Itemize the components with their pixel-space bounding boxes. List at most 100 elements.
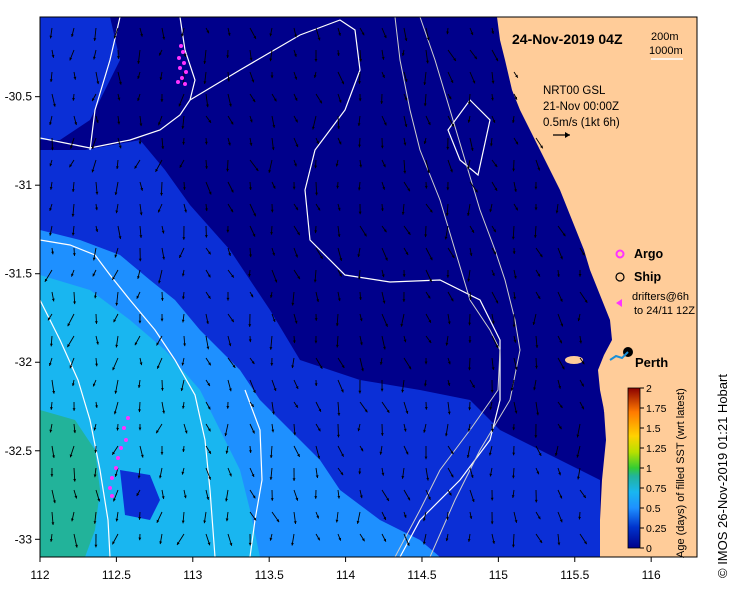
current-arrow-head xyxy=(539,254,543,258)
current-arrow-head xyxy=(471,229,474,233)
current-arrow-head xyxy=(293,432,297,436)
colorbar-tick-label: 0.25 xyxy=(646,523,667,535)
current-arrow-head xyxy=(468,340,472,343)
current-arrow-head xyxy=(470,148,474,151)
garden-island xyxy=(603,392,607,412)
current-arrow-head xyxy=(161,146,165,149)
current-arrow-head xyxy=(428,340,432,343)
current-arrow-head xyxy=(230,209,234,213)
current-arrow-head xyxy=(383,516,386,520)
current-arrow-head xyxy=(423,103,427,107)
current-arrow-head xyxy=(138,320,142,324)
current-arrow-head xyxy=(161,388,164,391)
current-arrow-head xyxy=(451,255,455,259)
current-arrow-head xyxy=(512,544,515,548)
current-arrow-head xyxy=(250,294,254,298)
current-arrow-head xyxy=(50,407,53,410)
current-arrow-head xyxy=(230,121,234,125)
current-arrow-head xyxy=(424,407,428,410)
current-arrow-head xyxy=(533,387,536,391)
current-arrow-head xyxy=(249,187,252,190)
current-arrow-head xyxy=(138,517,142,520)
current-arrow-head xyxy=(490,521,494,525)
current-arrow-head xyxy=(231,319,234,323)
current-arrow-head xyxy=(582,252,585,256)
current-arrow-head xyxy=(358,98,362,102)
current-arrow-head xyxy=(534,186,538,190)
current-arrow-head xyxy=(364,409,368,413)
x-tick-label: 113.5 xyxy=(255,568,284,582)
swan-river xyxy=(609,351,629,361)
current-arrow-head xyxy=(52,455,55,458)
current-arrow-head xyxy=(495,345,499,348)
current-arrow-head xyxy=(159,475,162,479)
current-arrow-head xyxy=(314,165,318,169)
current-arrow-head xyxy=(138,409,141,413)
current-arrow-head xyxy=(448,96,452,100)
current-arrow-head xyxy=(159,77,163,81)
current-arrow-head xyxy=(272,185,276,189)
current-arrow-head xyxy=(51,251,54,255)
current-arrow-head xyxy=(313,75,317,78)
current-arrow-head xyxy=(207,383,210,386)
colorbar: 2 1.75 1.5 1.25 1 0.75 0.5 0.25 0 Age (days) of … xyxy=(627,383,687,558)
current-arrow-head xyxy=(116,427,120,431)
current-arrow-head xyxy=(562,233,566,237)
current-arrow-head xyxy=(317,428,321,432)
current-arrow-head xyxy=(162,36,166,40)
current-arrow-head xyxy=(316,140,319,144)
current-arrow-head xyxy=(403,339,407,343)
current-arrow-head xyxy=(314,318,318,321)
current-arrow-head xyxy=(93,427,97,431)
current-arrow-head xyxy=(70,145,73,149)
current-arrow-head xyxy=(112,276,115,280)
current-arrow-head xyxy=(71,232,75,236)
sst-region-oldest xyxy=(40,410,100,557)
legend: Argo Ship drifters@6h to 24/11 12Z Perth xyxy=(615,247,695,370)
current-arrow-head xyxy=(52,390,56,394)
x-tick-label: 116 xyxy=(642,568,661,582)
isobath-label-200m: 200m xyxy=(651,31,679,43)
current-arrow-head xyxy=(255,168,259,171)
current-arrow-head xyxy=(94,544,98,548)
current-arrow-head xyxy=(53,500,56,504)
current-arrow-head xyxy=(253,35,256,39)
current-arrow-head xyxy=(291,542,294,546)
current-arrow-head xyxy=(511,236,515,240)
current-arrow-head xyxy=(92,98,95,102)
current-arrow-head xyxy=(406,542,410,546)
current-arrow-head xyxy=(208,191,212,195)
current-arrow-head xyxy=(295,497,299,501)
current-arrow-head xyxy=(67,323,71,327)
current-arrow-head xyxy=(53,103,56,107)
current-arrow-head xyxy=(74,122,78,125)
current-arrow-head xyxy=(181,362,185,366)
current-arrow-head xyxy=(383,122,387,126)
current-arrow-head xyxy=(160,318,164,322)
current-arrow-head xyxy=(115,518,119,522)
current-arrow-head xyxy=(156,519,160,523)
current-arrow-head xyxy=(273,388,277,391)
current-arrow-head xyxy=(136,493,140,496)
current-arrow-head xyxy=(207,428,211,432)
current-time-label: 21-Nov 00:00Z xyxy=(543,101,619,113)
current-arrow-head xyxy=(581,383,584,387)
current-arrow-head xyxy=(276,519,280,523)
current-arrow-head xyxy=(134,165,138,169)
current-arrow-head xyxy=(225,450,229,454)
current-arrow-head xyxy=(93,521,97,524)
current-arrow-head xyxy=(316,515,319,519)
current-arrow-head xyxy=(467,539,471,542)
current-arrow-head xyxy=(380,145,384,149)
current-arrow-head xyxy=(114,192,118,195)
current-arrow-head xyxy=(295,119,298,123)
current-arrow-head xyxy=(408,366,412,370)
current-arrow-head xyxy=(294,76,298,80)
current-arrow-head xyxy=(297,232,300,236)
ship-legend-icon xyxy=(615,272,625,282)
current-arrow-head xyxy=(512,168,516,172)
current-arrow-head xyxy=(181,273,185,277)
current-arrow-head xyxy=(534,499,538,503)
current-arrow-head xyxy=(155,168,158,172)
current-arrow-head xyxy=(383,164,386,168)
